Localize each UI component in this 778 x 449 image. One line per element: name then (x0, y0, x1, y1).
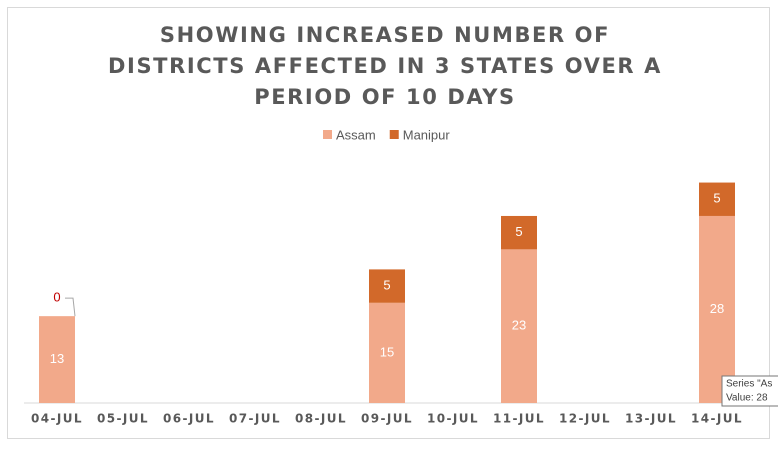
x-tick-label: 12-JUL (559, 412, 611, 426)
chart-frame (7, 7, 770, 439)
chart-title: SHOWING INCREASED NUMBER OF DISTRICTS AF… (108, 23, 662, 109)
x-tick-label: 13-JUL (625, 412, 677, 426)
x-tick-label: 09-JUL (361, 412, 413, 426)
bar-segment (369, 302, 405, 403)
bar-segment (501, 215, 537, 250)
x-tick-label: 10-JUL (427, 412, 479, 426)
bar-segment (369, 269, 405, 303)
data-label: 5 (383, 278, 390, 293)
data-label: 23 (512, 318, 526, 333)
bar-segment (501, 249, 537, 403)
data-label: 0 (53, 290, 60, 305)
x-tick-label: 08-JUL (295, 412, 347, 426)
x-tick-label: 04-JUL (31, 412, 83, 426)
tooltip-text: Series "As (726, 379, 772, 390)
data-label: 15 (380, 344, 394, 359)
data-label: 28 (710, 301, 724, 316)
tooltip-text: Value: 28 (726, 393, 768, 404)
x-tick-label: 06-JUL (163, 412, 215, 426)
x-tick-label: 11-JUL (493, 412, 545, 426)
tooltip-box (721, 375, 778, 407)
x-tick-label: 05-JUL (97, 412, 149, 426)
x-tick-label: 14-JUL (691, 412, 743, 426)
bar-segment (699, 215, 735, 403)
tooltip: Series "As Value: 28 (721, 375, 778, 407)
data-label: 5 (713, 191, 720, 206)
label-callout (65, 297, 76, 317)
legend-label: Manipur (403, 127, 451, 142)
legend-swatch (323, 130, 332, 139)
data-label: 13 (50, 351, 64, 366)
bar-segment (699, 182, 735, 216)
bar-segment (39, 316, 75, 403)
x-tick-label: 07-JUL (229, 412, 281, 426)
legend-swatch (389, 130, 399, 139)
legend-label: Assam (336, 127, 376, 142)
data-label: 5 (515, 224, 522, 239)
